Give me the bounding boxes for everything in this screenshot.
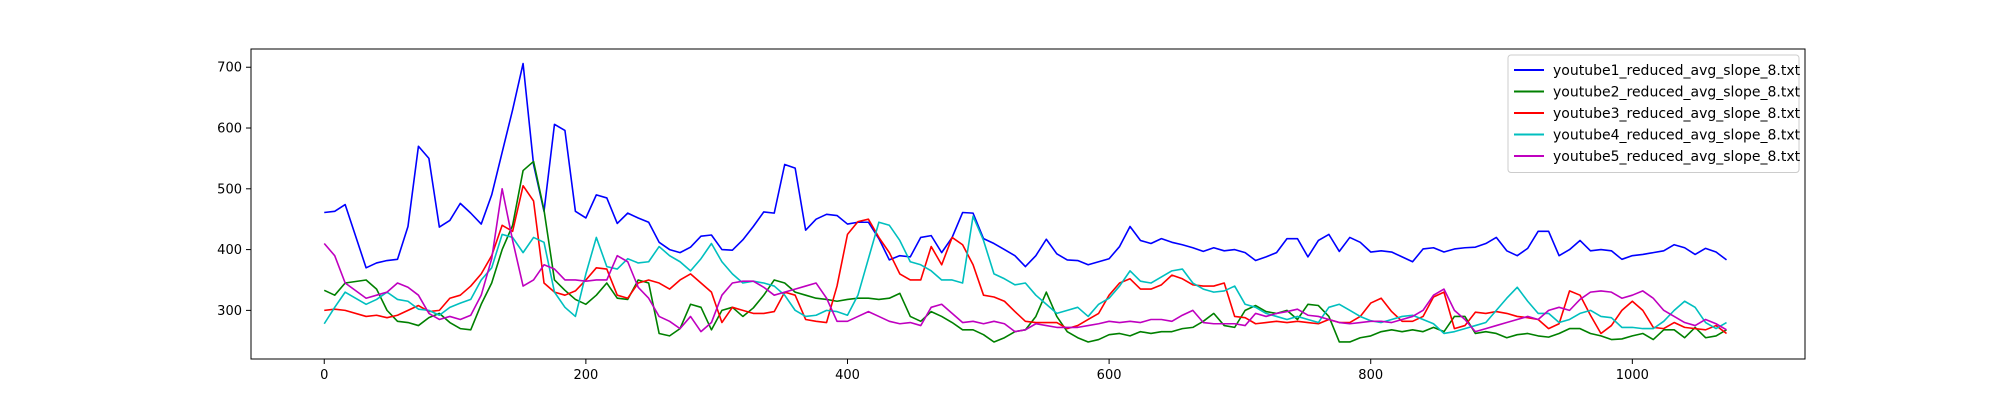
x-tick-label: 1000	[1616, 368, 1649, 383]
series-line-5	[323, 188, 1727, 333]
series-line-3	[324, 184, 1728, 335]
series-line-4	[323, 215, 1727, 335]
x-tick-label: 400	[835, 368, 860, 383]
legend-label: youtube4_reduced_avg_slope_8.txt	[1553, 128, 1801, 144]
plot-area	[323, 62, 1728, 343]
legend-label: youtube2_reduced_avg_slope_8.txt	[1553, 85, 1801, 101]
x-tick-label: 0	[320, 368, 328, 383]
y-tick-label: 700	[217, 61, 242, 76]
y-tick-label: 500	[217, 182, 242, 197]
x-tick-label: 600	[1097, 368, 1122, 383]
series-line-2	[323, 160, 1727, 343]
legend-box	[1507, 54, 1800, 173]
legend-label: youtube5_reduced_avg_slope_8.txt	[1553, 149, 1801, 165]
y-tick-label: 300	[217, 304, 242, 319]
axes-frame	[250, 48, 1806, 360]
series-line-1	[324, 62, 1728, 269]
y-axis: 300 400 500 600 700	[217, 61, 251, 319]
legend: youtube1_reduced_avg_slope_8.txt youtube2…	[1507, 54, 1801, 173]
x-tick-label: 800	[1358, 368, 1383, 383]
x-axis: 0 200 400 600 800 1000	[320, 359, 1649, 383]
y-tick-label: 400	[217, 243, 242, 258]
x-tick-label: 200	[573, 368, 598, 383]
legend-label: youtube3_reduced_avg_slope_8.txt	[1553, 106, 1801, 122]
y-tick-label: 600	[217, 122, 242, 137]
legend-label: youtube1_reduced_avg_slope_8.txt	[1553, 63, 1801, 79]
